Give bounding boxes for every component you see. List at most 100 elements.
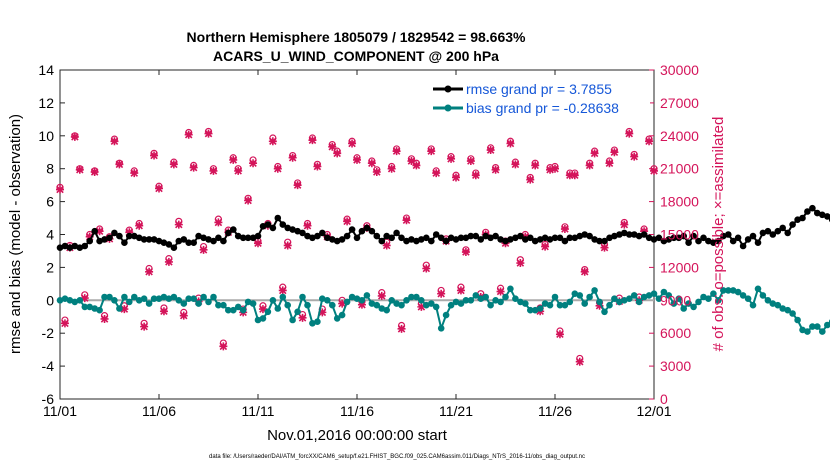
rmse-point xyxy=(685,239,692,246)
rmse-point xyxy=(432,231,440,238)
bias-point xyxy=(769,300,777,307)
bias-point xyxy=(695,298,702,306)
obs-assimilated-marker xyxy=(565,171,574,180)
obs-assimilated-marker xyxy=(179,311,188,320)
bias-point xyxy=(234,303,242,311)
bias-point xyxy=(685,300,692,307)
obs-assimilated-marker xyxy=(283,241,292,250)
bias-point xyxy=(230,306,237,314)
bias-point xyxy=(576,292,584,299)
rmse-point xyxy=(522,236,529,243)
bias-point xyxy=(457,300,465,307)
rmse-point xyxy=(655,234,663,242)
bias-point xyxy=(309,320,316,327)
bias-point xyxy=(467,297,475,304)
obs-assimilated-marker xyxy=(169,160,178,169)
rmse-point xyxy=(348,226,356,233)
obs-assimilated-marker xyxy=(313,162,322,171)
y-left-axis-tick-labels: -6 -4 -2 0 2 4 6 8 10 12 14 xyxy=(38,62,54,407)
bias-point xyxy=(774,301,782,309)
rmse-point xyxy=(388,234,396,242)
bias-point xyxy=(294,308,301,316)
rmse-point xyxy=(234,232,242,240)
obs-assimilated-marker xyxy=(110,137,119,146)
rmse-point xyxy=(398,234,405,242)
obs-assimilated-marker xyxy=(595,301,604,310)
rmse-point xyxy=(789,221,796,228)
bias-point xyxy=(522,300,529,307)
rmse-point xyxy=(759,229,767,237)
rmse-point xyxy=(165,241,173,248)
rmse-point xyxy=(596,237,603,245)
obs-assimilated-marker xyxy=(333,149,342,158)
bias-point xyxy=(71,298,79,306)
rmse-point xyxy=(86,237,93,245)
bias-point xyxy=(423,301,430,309)
bias-point xyxy=(254,316,262,324)
rmse-point xyxy=(457,234,465,242)
legend-bias-label: bias grand pr = -0.28638 xyxy=(466,100,619,116)
rmse-point xyxy=(571,234,579,242)
rmse-point xyxy=(739,242,747,250)
bias-point xyxy=(314,318,321,326)
rmse-point xyxy=(180,236,188,243)
bias-point xyxy=(804,328,811,335)
rmse-point xyxy=(769,231,777,238)
obs-assimilated-marker xyxy=(570,171,579,180)
bias-point xyxy=(630,292,638,299)
rmse-point xyxy=(804,208,811,215)
rmse-point xyxy=(175,237,183,245)
rmse-point xyxy=(116,232,123,240)
obs-assimilated-marker xyxy=(427,147,436,156)
bias-point xyxy=(710,290,717,298)
bias-point xyxy=(175,297,183,304)
obs-assimilated-marker xyxy=(189,163,198,172)
bias-point xyxy=(140,295,148,303)
bias-point xyxy=(452,298,460,306)
rmse-point xyxy=(551,234,559,242)
obs-assimilated-marker xyxy=(541,242,550,251)
rmse-point xyxy=(428,237,435,245)
bias-point xyxy=(621,297,628,304)
rmse-point xyxy=(492,232,499,240)
obs-assimilated-marker xyxy=(75,165,84,174)
rmse-point xyxy=(635,232,643,240)
bias-point xyxy=(126,298,133,306)
bias-point xyxy=(536,305,544,312)
obs-assimilated-marker xyxy=(585,161,594,170)
obs-assimilated-marker xyxy=(580,267,589,276)
obs-assimilated-marker xyxy=(120,305,129,314)
rmse-point xyxy=(239,234,247,242)
obs-assimilated-marker xyxy=(145,267,154,276)
bias-point xyxy=(403,297,410,304)
y-right-tick-label: 15000 xyxy=(660,227,699,243)
bias-point xyxy=(720,287,727,294)
obs-assimilated-marker xyxy=(164,257,173,266)
obs-assimilated-marker xyxy=(645,137,654,146)
rmse-point xyxy=(566,234,574,242)
bias-point xyxy=(814,323,821,330)
obs-assimilated-marker xyxy=(560,225,569,234)
bias-point xyxy=(626,295,633,303)
bias-point xyxy=(824,321,830,329)
bias-point xyxy=(86,303,93,311)
bias-point xyxy=(482,293,490,301)
bias-point xyxy=(165,295,173,303)
obs-assimilated-marker xyxy=(229,155,238,164)
bias-point xyxy=(734,288,742,296)
bias-point xyxy=(195,300,202,307)
y-left-tick-label: 10 xyxy=(38,128,54,144)
rmse-point xyxy=(101,236,108,243)
rmse-point xyxy=(363,224,371,232)
bias-point xyxy=(487,301,494,309)
rmse-point xyxy=(626,231,633,238)
bias-point xyxy=(789,310,796,317)
bias-point xyxy=(96,306,103,314)
obs-assimilated-marker xyxy=(506,139,515,148)
rmse-point xyxy=(264,221,272,228)
obs-assimilated-marker xyxy=(244,196,253,205)
obs-assimilated-marker xyxy=(125,228,134,237)
bias-point xyxy=(101,293,108,301)
rmse-point xyxy=(744,236,752,243)
